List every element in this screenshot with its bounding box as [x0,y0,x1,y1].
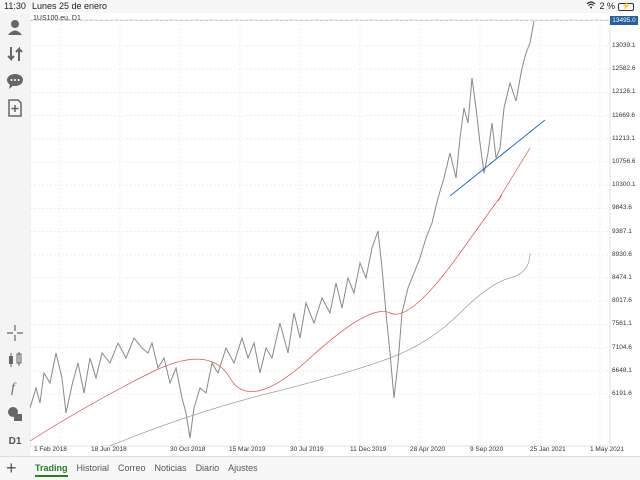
battery-percent: 2 % [599,1,615,11]
y-tick-label: 12126.1 [612,88,636,96]
y-tick-label: 11213.1 [612,134,636,142]
x-tick-label: 18 Jun 2018 [91,446,127,453]
symbol-label: 1US100.eu, D1 [33,15,81,22]
bottom-tabs: Trading Historial Correo Noticias Diario Ajus… [35,463,267,477]
objects-icon[interactable] [5,404,25,424]
crosshair-icon[interactable] [5,323,25,343]
status-bar: 11:30 Lunes 25 de enero 2 % ⚡ [0,0,640,13]
y-tick-label: 13039.1 [612,42,636,49]
price-series [29,20,535,439]
price-chart[interactable] [29,13,640,456]
tab-noticias[interactable]: Noticias [154,463,187,473]
timeframe-button[interactable]: D1 [5,431,25,451]
status-date: Lunes 25 de enero [32,1,108,11]
bottom-bar: + Trading Historial Correo Noticias Diario Aj… [0,456,640,480]
x-tick-label: 30 Oct 2018 [170,446,206,453]
tab-diario[interactable]: Diario [195,463,220,473]
tab-correo[interactable]: Correo [118,463,146,473]
svg-text:f: f [11,381,17,396]
candles-icon[interactable] [5,350,25,370]
y-tick-label: 12582.6 [612,65,636,73]
chart-area[interactable] [29,13,640,456]
status-right: 2 % ⚡ [586,0,634,13]
y-tick-label: 8930.6 [612,250,632,258]
y-tick-label: 9843.6 [612,204,632,212]
tab-ajustes[interactable]: Ajustes [228,463,258,473]
y-tick-label: 11669.6 [612,111,636,119]
timeframe-label: D1 [8,435,22,447]
y-tick-label: 10300.1 [612,181,636,189]
x-tick-label: 25 Jan 2021 [530,446,566,453]
left-toolbar: f D1 [0,13,30,456]
arrows-icon[interactable] [5,44,25,64]
x-tick-label: 1 Feb 2018 [34,446,67,453]
function-icon[interactable]: f [5,377,25,397]
y-tick-label: 8017.6 [612,297,632,305]
y-tick-label: 7104.6 [612,343,632,351]
plot-frame [29,19,611,447]
y-tick-label: 6648.1 [612,366,632,374]
add-document-icon[interactable] [5,98,25,118]
tab-trading[interactable]: Trading [35,463,68,477]
x-tick-label: 9 Sep 2020 [470,446,504,453]
chat-icon[interactable] [5,71,25,91]
tab-historial[interactable]: Historial [76,463,110,473]
user-icon[interactable] [5,17,25,37]
y-tick-label: 6191.6 [612,390,632,397]
add-icon[interactable]: + [6,458,17,478]
status-time: 11:30 [4,1,26,11]
current-price-badge: 13495.0 [610,16,638,25]
y-tick-label: 10756.6 [612,158,636,165]
ma-slow-series [109,252,531,447]
battery-icon: ⚡ [618,2,634,11]
x-tick-label: 30 Jul 2019 [290,446,324,453]
x-tick-label: 11 Dec 2019 [350,446,387,453]
x-tick-label: 28 Apr 2020 [410,446,446,453]
y-tick-label: 8474.1 [612,274,632,281]
x-tick-label: 1 May 2021 [590,446,624,453]
ma-fast-series [29,147,531,442]
trendline [449,119,546,197]
y-tick-label: 9387.1 [612,227,632,235]
y-tick-label: 7561.1 [612,320,632,328]
wifi-icon [586,0,596,13]
x-tick-label: 15 Mar 2019 [229,446,266,453]
